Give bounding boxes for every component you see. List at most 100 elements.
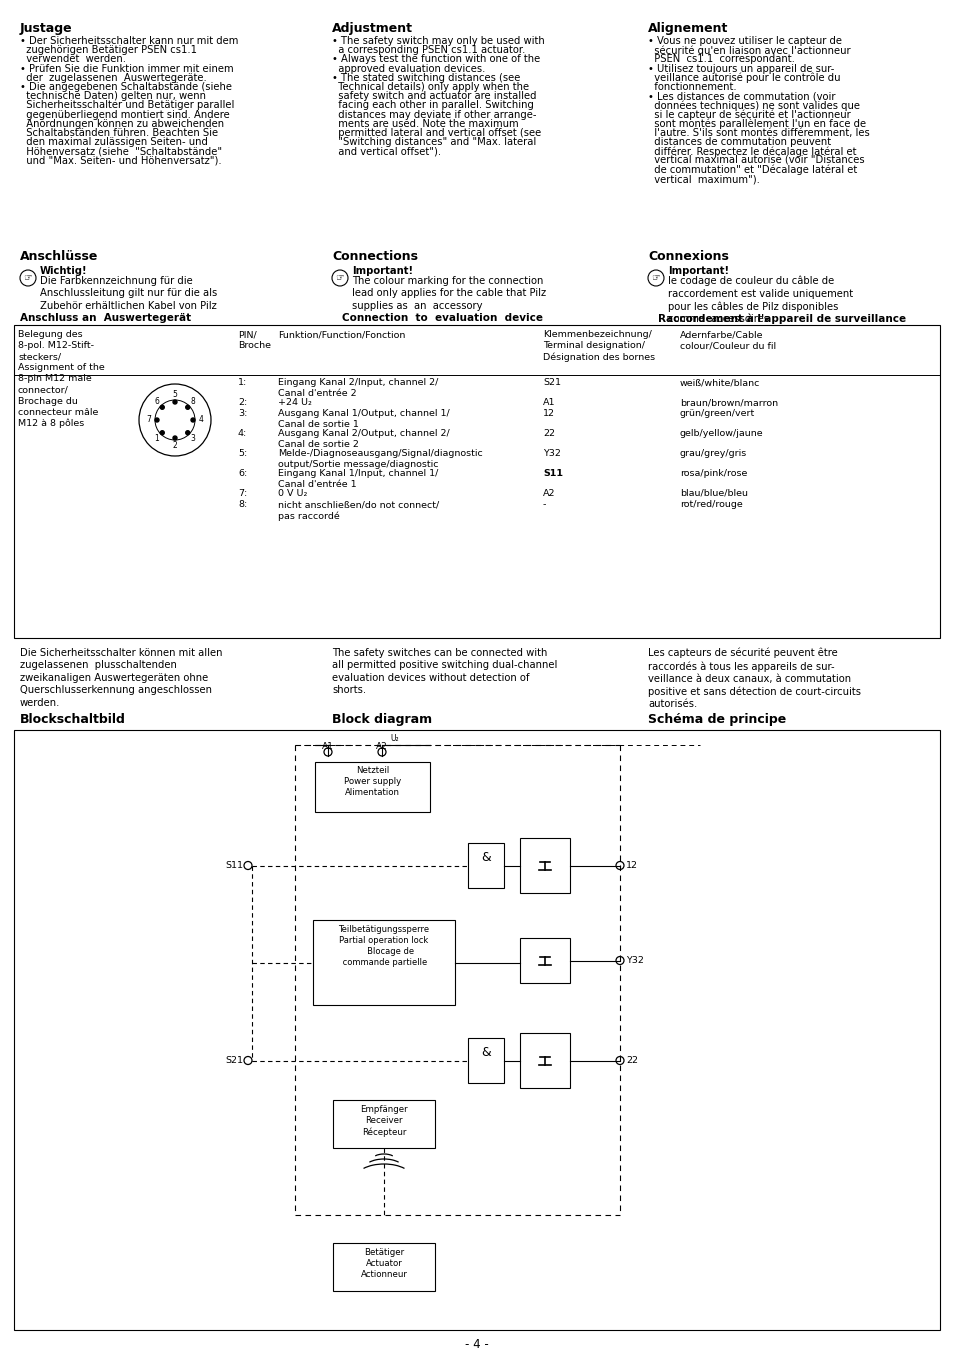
Text: • Prüfen Sie die Funktion immer mit einem: • Prüfen Sie die Funktion immer mit eine… (20, 63, 233, 73)
Bar (519, 1034, 569, 1088)
Text: +24 U₂: +24 U₂ (277, 399, 312, 407)
Text: 3:: 3: (237, 409, 247, 417)
Circle shape (160, 405, 164, 409)
Circle shape (154, 417, 159, 422)
Text: différer. Respectez le décalage latéral et: différer. Respectez le décalage latéral … (647, 146, 856, 157)
Text: gelb/yellow/jaune: gelb/yellow/jaune (679, 430, 762, 438)
Text: Technical details) only apply when the: Technical details) only apply when the (332, 82, 529, 92)
Text: weiß/white/blanc: weiß/white/blanc (679, 378, 760, 386)
Text: l'autre. S'ils sont montés différemment, les: l'autre. S'ils sont montés différemment,… (647, 128, 869, 138)
Text: sont montés parallèlement l'un en face de: sont montés parallèlement l'un en face d… (647, 119, 865, 130)
Text: The colour marking for the connection
lead only applies for the cable that Pilz
: The colour marking for the connection le… (352, 276, 545, 311)
Text: PIN/
Broche: PIN/ Broche (237, 330, 271, 350)
Text: Raccordement à l'appareil de surveillance: Raccordement à l'appareil de surveillanc… (658, 313, 905, 323)
Text: 5:: 5: (237, 449, 247, 458)
Text: grau/grey/gris: grau/grey/gris (679, 449, 746, 458)
Text: Block diagram: Block diagram (332, 713, 432, 725)
Text: -: - (542, 500, 546, 509)
Text: 6:: 6: (237, 469, 247, 478)
Text: 0 V U₂: 0 V U₂ (277, 489, 307, 499)
Text: A2: A2 (375, 742, 388, 751)
Text: PSEN  cs1.1  correspondant.: PSEN cs1.1 correspondant. (647, 54, 794, 65)
Text: Anschlüsse: Anschlüsse (20, 250, 98, 263)
Text: zugehörigen Betätiger PSEN cs1.1: zugehörigen Betätiger PSEN cs1.1 (20, 45, 196, 55)
Text: distances may deviate if other arrange-: distances may deviate if other arrange- (332, 109, 536, 120)
Text: ☞: ☞ (651, 273, 659, 282)
Text: Eingang Kanal 1/Input, channel 1/
Canal d'entrée 1: Eingang Kanal 1/Input, channel 1/ Canal … (277, 469, 438, 489)
Text: données techniques) ne sont valides que: données techniques) ne sont valides que (647, 100, 859, 111)
Text: U₂: U₂ (390, 734, 398, 743)
Text: der  zugelassenen  Auswertegeräte.: der zugelassenen Auswertegeräte. (20, 73, 207, 82)
Text: Adjustment: Adjustment (332, 22, 413, 35)
Text: Teilbetätigungssperre
Partial operation lock
     Blocage de
 commande partielle: Teilbetätigungssperre Partial operation … (338, 925, 429, 967)
Text: • The stated switching distances (see: • The stated switching distances (see (332, 73, 519, 82)
Text: verwendet  werden.: verwendet werden. (20, 54, 126, 65)
Bar (519, 938, 569, 984)
Text: grün/green/vert: grün/green/vert (679, 409, 755, 417)
Text: de commutation" et "Décalage latéral et: de commutation" et "Décalage latéral et (647, 165, 857, 176)
Text: The safety switches can be connected with
all permitted positive switching dual-: The safety switches can be connected wit… (332, 648, 557, 696)
Text: 8:: 8: (237, 500, 247, 509)
Bar (519, 838, 569, 893)
Text: Melde-/Diagnoseausgang/Signal/diagnostic
output/Sortie message/diagnostic: Melde-/Diagnoseausgang/Signal/diagnostic… (277, 449, 482, 469)
Text: den maximal zulässigen Seiten- und: den maximal zulässigen Seiten- und (20, 138, 208, 147)
Text: 1: 1 (154, 434, 159, 443)
Text: • Die angegebenen Schaltabstände (siehe: • Die angegebenen Schaltabstände (siehe (20, 82, 232, 92)
Text: 7:: 7: (237, 489, 247, 499)
Text: Wichtig!: Wichtig! (40, 266, 88, 276)
Text: - 4 -: - 4 - (465, 1337, 488, 1351)
Text: sécurité qu'en liaison avec l'actionneur: sécurité qu'en liaison avec l'actionneur (647, 45, 850, 55)
Text: Die Farbkennzeichnung für die
Anschlussleitung gilt nur für die als
Zubehör erhä: Die Farbkennzeichnung für die Anschlussl… (40, 276, 217, 311)
Text: 8: 8 (191, 397, 195, 407)
Text: vertical  maximum").: vertical maximum"). (647, 174, 760, 184)
Circle shape (186, 431, 190, 435)
Text: a corresponding PSEN cs1.1 actuator.: a corresponding PSEN cs1.1 actuator. (332, 45, 525, 55)
Text: • Vous ne pouvez utiliser le capteur de: • Vous ne pouvez utiliser le capteur de (647, 36, 841, 46)
Circle shape (191, 417, 194, 422)
Text: Empfänger
Receiver
Récepteur: Empfänger Receiver Récepteur (360, 1105, 407, 1136)
Text: si le capteur de sécurité et l'actionneur: si le capteur de sécurité et l'actionneu… (647, 109, 850, 120)
Text: fonctionnement.: fonctionnement. (647, 82, 736, 92)
Circle shape (172, 436, 177, 440)
Text: le codage de couleur du câble de
raccordement est valide uniquement
pour les câb: le codage de couleur du câble de raccord… (667, 276, 852, 324)
Text: veillance autorisé pour le contrôle du: veillance autorisé pour le contrôle du (647, 73, 840, 84)
Text: • Der Sicherheitsschalter kann nur mit dem: • Der Sicherheitsschalter kann nur mit d… (20, 36, 238, 46)
Text: safety switch and actuator are installed: safety switch and actuator are installed (332, 92, 536, 101)
Text: gegenüberliegend montiert sind. Andere: gegenüberliegend montiert sind. Andere (20, 109, 230, 120)
Text: Connection  to  evaluation  device: Connection to evaluation device (341, 313, 542, 323)
Text: Klemmenbezeichnung/
Terminal designation/
Désignation des bornes: Klemmenbezeichnung/ Terminal designation… (542, 330, 655, 362)
Text: Ausgang Kanal 1/Output, channel 1/
Canal de sortie 1: Ausgang Kanal 1/Output, channel 1/ Canal… (277, 409, 449, 430)
Text: und "Max. Seiten- und Höhenversatz").: und "Max. Seiten- und Höhenversatz"). (20, 155, 221, 166)
Bar (333, 1243, 435, 1292)
Bar (333, 1100, 435, 1148)
Text: 12: 12 (625, 861, 638, 870)
Text: Important!: Important! (667, 266, 728, 276)
Text: 6: 6 (154, 397, 159, 407)
Text: &: & (480, 851, 491, 865)
Text: A2: A2 (542, 489, 555, 499)
Text: 5: 5 (172, 389, 177, 399)
Text: S11: S11 (542, 469, 562, 478)
Text: and vertical offset").: and vertical offset"). (332, 146, 440, 157)
Circle shape (160, 431, 164, 435)
Text: Netzteil
Power supply
Alimentation: Netzteil Power supply Alimentation (343, 766, 400, 797)
Text: braun/brown/marron: braun/brown/marron (679, 399, 778, 407)
Text: rot/red/rouge: rot/red/rouge (679, 500, 742, 509)
Text: S21: S21 (225, 1056, 243, 1065)
Text: • Utilisez toujours un appareil de sur-: • Utilisez toujours un appareil de sur- (647, 63, 834, 73)
Text: Les capteurs de sécurité peuvent être
raccordés à tous les appareils de sur-
vei: Les capteurs de sécurité peuvent être ra… (647, 648, 861, 709)
Text: rosa/pink/rose: rosa/pink/rose (679, 469, 746, 478)
Text: technische Daten) gelten nur, wenn: technische Daten) gelten nur, wenn (20, 92, 206, 101)
Text: Schaltabständen führen. Beachten Sie: Schaltabständen führen. Beachten Sie (20, 128, 218, 138)
Text: 2: 2 (172, 442, 177, 450)
Text: facing each other in parallel. Switching: facing each other in parallel. Switching (332, 100, 534, 111)
Circle shape (186, 405, 190, 409)
Text: Adernfarbe/Cable
colour/Couleur du fil: Adernfarbe/Cable colour/Couleur du fil (679, 330, 776, 350)
Bar (14, 730, 939, 1329)
Text: &: & (480, 1046, 491, 1059)
Text: blau/blue/bleu: blau/blue/bleu (679, 489, 747, 499)
Bar (14, 326, 939, 638)
Text: 7: 7 (147, 416, 152, 424)
Text: 4: 4 (198, 416, 203, 424)
Text: Schéma de principe: Schéma de principe (647, 713, 785, 725)
